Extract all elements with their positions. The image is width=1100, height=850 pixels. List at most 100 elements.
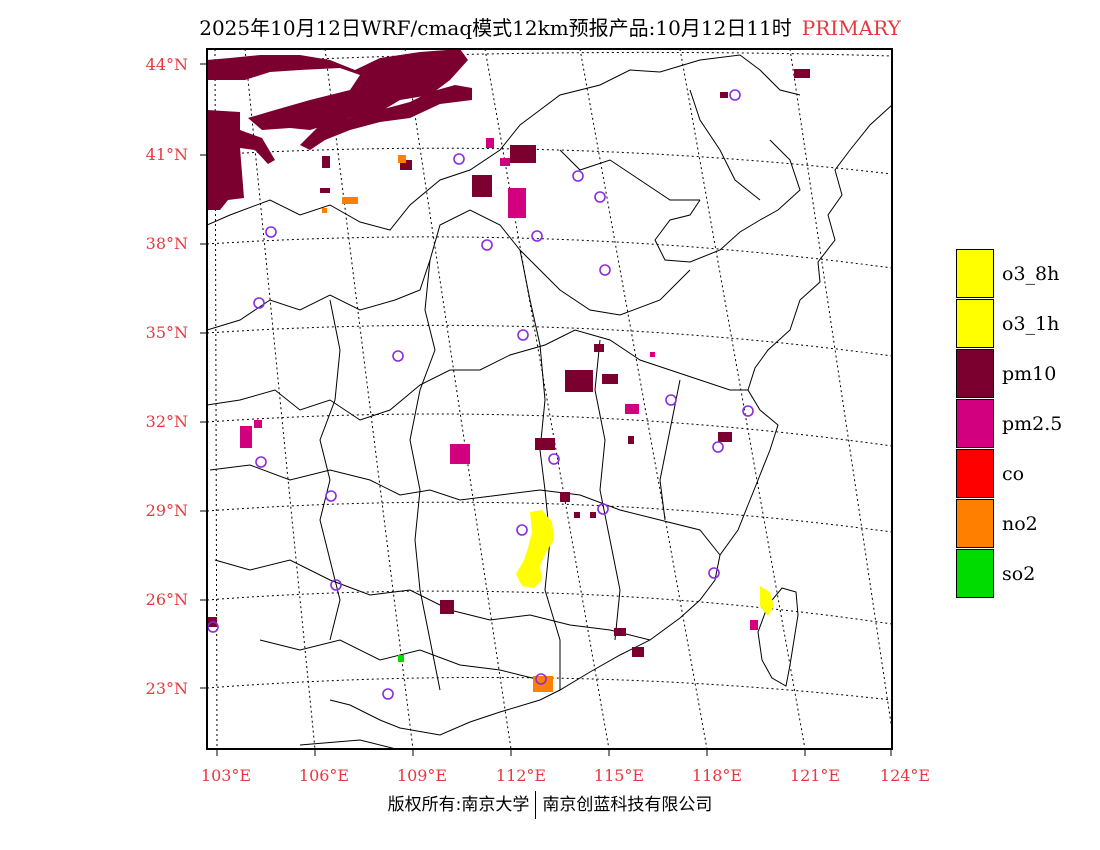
copyright-right: 南京创蓝科技有限公司 xyxy=(542,795,713,815)
pm10-blob xyxy=(510,145,536,163)
legend-swatch xyxy=(956,499,994,548)
legend-label: o3_8h xyxy=(1002,263,1060,285)
lon-label: 112°E xyxy=(495,766,547,785)
stations xyxy=(207,89,754,700)
pm10-blob xyxy=(472,175,492,197)
pm10-blob xyxy=(440,600,454,614)
lat-label: 32°N xyxy=(145,412,188,431)
legend-label: o3_1h xyxy=(1002,313,1060,335)
so2-blob xyxy=(398,655,404,662)
legend-swatch xyxy=(956,549,994,598)
lon-label: 103°E xyxy=(200,766,252,785)
station-marker xyxy=(535,673,547,685)
pm25-blob xyxy=(625,404,639,414)
hainan-coast xyxy=(299,739,399,749)
station-marker xyxy=(742,405,754,417)
province-border-g xyxy=(409,259,441,691)
station-marker xyxy=(712,441,724,453)
map-title: 2025年10月12日WRF/cmaq模式12km预报产品:10月12日11时 P… xyxy=(0,12,1100,41)
pm10-blob xyxy=(720,92,728,98)
province-border-a xyxy=(207,209,691,331)
no2-blob xyxy=(398,155,406,163)
station-marker xyxy=(548,453,560,465)
pm10-blob xyxy=(594,344,604,352)
station-marker xyxy=(255,456,267,468)
legend-label: pm10 xyxy=(1002,363,1057,385)
o3-area-taiwan xyxy=(760,586,774,616)
province-border-i xyxy=(594,339,621,641)
legend-swatch xyxy=(956,449,994,498)
lon-label: 109°E xyxy=(396,766,448,785)
province-border-b xyxy=(207,329,748,421)
lon-label: 121°E xyxy=(789,766,841,785)
pm10-blob xyxy=(574,512,580,518)
pm10-blob xyxy=(560,492,570,502)
station-marker xyxy=(392,350,404,362)
station-marker xyxy=(517,329,529,341)
pm10-blob xyxy=(614,628,626,636)
pm10-areas xyxy=(207,49,810,657)
lat-label: 44°N xyxy=(145,55,188,74)
lon-label: 118°E xyxy=(691,766,743,785)
map-frame xyxy=(206,48,893,750)
pm10-blob xyxy=(400,160,412,170)
station-marker xyxy=(516,524,528,536)
province-border-k xyxy=(559,149,700,201)
so2-areas xyxy=(398,655,404,662)
no2-blob xyxy=(322,208,327,213)
station-marker xyxy=(665,394,677,406)
lat-label: 23°N xyxy=(145,679,188,698)
pm10-blob xyxy=(794,69,810,78)
province-border-f xyxy=(319,299,341,641)
legend-label: co xyxy=(1002,463,1025,485)
pm25-blob xyxy=(240,426,252,448)
lon-label: 106°E xyxy=(298,766,350,785)
copyright: 版权所有:南京大学 南京创蓝科技有限公司 xyxy=(0,790,1100,819)
o3-areas xyxy=(516,510,774,616)
station-marker xyxy=(453,153,465,165)
coastline xyxy=(329,104,892,736)
copyright-left: 版权所有:南京大学 xyxy=(387,795,530,815)
lat-label: 26°N xyxy=(145,590,188,609)
pm10-blob xyxy=(590,512,596,518)
lat-label: 38°N xyxy=(145,234,188,253)
copyright-separator xyxy=(535,791,537,819)
station-marker xyxy=(265,226,277,238)
station-marker xyxy=(597,503,609,515)
pm10-blob xyxy=(565,370,593,392)
axis-ticks xyxy=(200,63,892,756)
taiwan-outline xyxy=(757,587,799,687)
station-marker xyxy=(481,239,493,251)
pm10-blob xyxy=(322,156,330,168)
station-marker xyxy=(531,230,543,242)
lon-label: 124°E xyxy=(879,766,931,785)
pm10-area-north-west xyxy=(207,110,275,210)
pm10-blob xyxy=(602,374,618,384)
station-marker xyxy=(382,688,394,700)
pm10-blob xyxy=(320,188,330,193)
bohai-coast xyxy=(654,139,801,263)
pm25-blob xyxy=(254,420,262,428)
pm10-blob xyxy=(535,438,555,450)
pm10-blob xyxy=(628,436,634,444)
province-border-h xyxy=(519,249,561,690)
pm10-area-north-belt-2 xyxy=(300,85,472,150)
pm25-blob xyxy=(508,188,526,218)
no2-blob xyxy=(342,197,358,204)
graticule xyxy=(207,49,892,749)
lat-label: 41°N xyxy=(145,145,188,164)
province-border-j xyxy=(659,379,681,521)
legend-label: no2 xyxy=(1002,513,1038,535)
pm25-blob xyxy=(486,138,494,148)
legend-label: so2 xyxy=(1002,563,1036,585)
province-border-d xyxy=(214,559,651,641)
pm25-blob xyxy=(500,158,510,166)
lon-label: 115°E xyxy=(593,766,645,785)
legend-swatch xyxy=(956,249,994,298)
legend-swatch xyxy=(956,299,994,348)
pm25-blob xyxy=(750,620,758,630)
title-main: 2025年10月12日WRF/cmaq模式12km预报产品:10月12日11时 xyxy=(199,16,792,40)
station-marker xyxy=(729,89,741,101)
station-marker xyxy=(572,170,584,182)
